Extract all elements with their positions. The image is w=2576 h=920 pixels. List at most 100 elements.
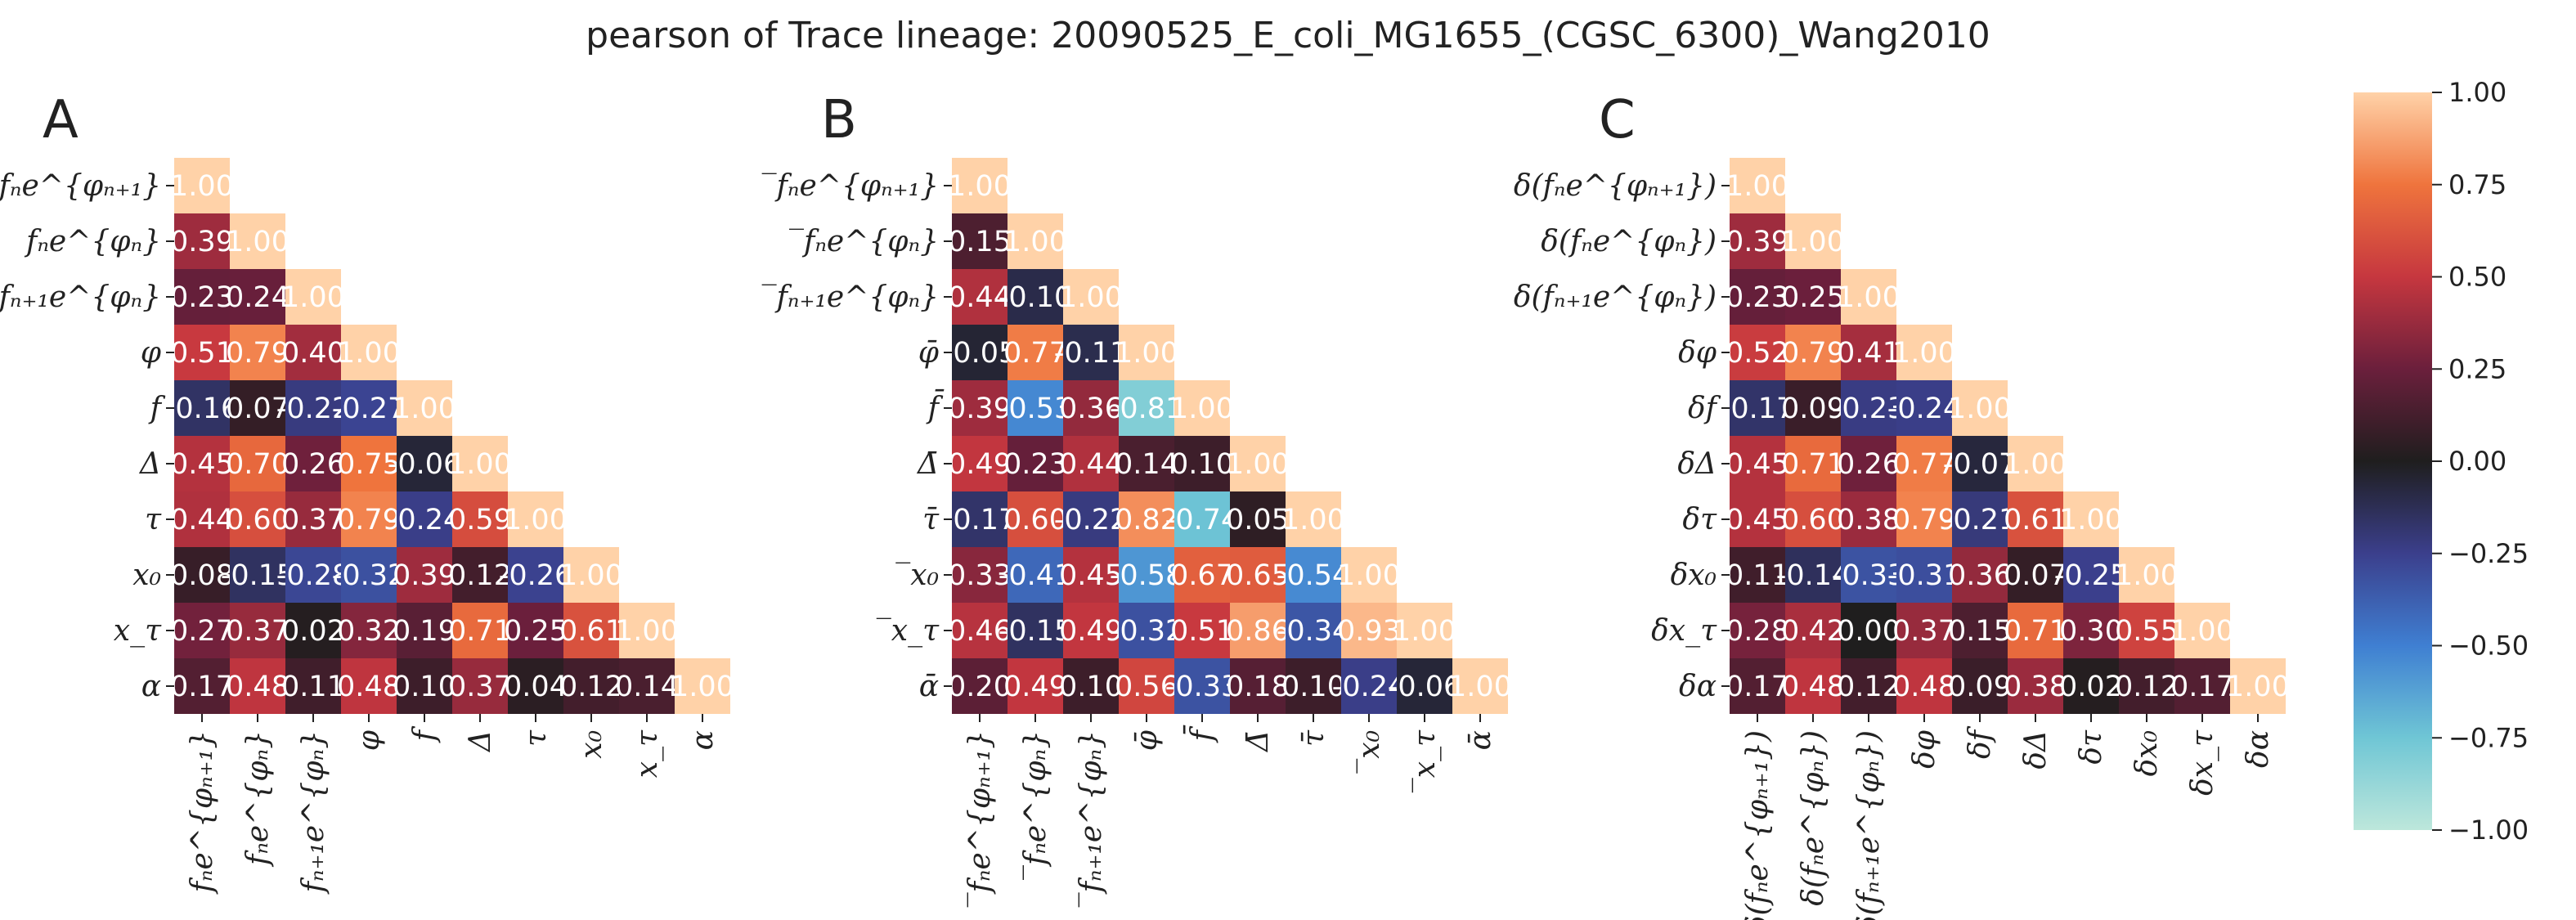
x-tick-label: δf xyxy=(1963,725,1997,759)
heatmap-cell xyxy=(174,658,230,714)
heatmap-cell xyxy=(1952,603,2008,658)
heatmap-cell xyxy=(675,658,730,714)
cell-value-label: 0.44 xyxy=(1059,448,1123,481)
cell-value-label: 0.11 xyxy=(281,671,345,703)
heatmap-cell xyxy=(952,491,1008,547)
x-tick-label: α xyxy=(686,730,720,750)
cell-value-label: 0.07 xyxy=(226,393,289,425)
heatmap-cell xyxy=(285,658,341,714)
heatmap-cell xyxy=(1896,603,1952,658)
heatmap-cell xyxy=(1896,380,1952,436)
panel-letter: A xyxy=(43,90,79,150)
cell-value-label: 0.93 xyxy=(1337,615,1401,648)
heatmap-cell xyxy=(1119,547,1174,603)
heatmap-cell xyxy=(397,380,452,436)
x-tick-label: τ xyxy=(519,729,553,747)
cell-value-label: 0.11 xyxy=(1726,559,1789,592)
heatmap-cell xyxy=(1785,547,1841,603)
cell-value-label: 0.44 xyxy=(948,281,1012,314)
y-tick-label: fₙ₊₁e^{φₙ} xyxy=(0,280,161,314)
x-tick-label: δx₀ xyxy=(2130,730,2164,776)
heatmap-cell xyxy=(1730,380,1785,436)
heatmap-cell xyxy=(952,436,1008,491)
heatmap-cell xyxy=(1896,436,1952,491)
heatmap-cell xyxy=(1785,380,1841,436)
heatmap-cell xyxy=(452,658,508,714)
heatmap-cell xyxy=(1174,658,1230,714)
heatmap-cell xyxy=(2063,491,2119,547)
heatmap-cell xyxy=(397,491,452,547)
heatmap-cell xyxy=(2063,603,2119,658)
y-tick-label: ‾fₙe^{φₙ} xyxy=(789,225,939,258)
heatmap-cell xyxy=(1730,325,1785,380)
cell-value-label: -0.17 xyxy=(1721,393,1795,425)
x-tick-label: δφ xyxy=(1908,729,1941,769)
cell-value-label: 0.49 xyxy=(1059,615,1123,648)
x-tick-label: Δ xyxy=(464,730,497,753)
heatmap-cell xyxy=(952,325,1008,380)
cell-value-label: 0.37 xyxy=(1892,615,1956,648)
y-tick-label: f xyxy=(148,392,166,425)
heatmap-cell xyxy=(452,491,508,547)
cell-value-label: 0.67 xyxy=(1170,559,1234,592)
cell-value-label: 0.60 xyxy=(226,504,289,536)
cell-value-label: 0.15 xyxy=(948,226,1012,258)
heatmap-cell xyxy=(1119,491,1174,547)
cell-value-label: 1.00 xyxy=(337,337,401,370)
heatmap-cell xyxy=(1008,547,1063,603)
heatmap-cell xyxy=(619,658,675,714)
heatmap-cell xyxy=(2008,436,2063,491)
heatmap-cell xyxy=(1230,436,1286,491)
heatmap-cell xyxy=(1952,491,2008,547)
x-tick-label: x_τ xyxy=(631,729,664,778)
cell-value-label: -0.07 xyxy=(1943,448,2017,481)
cell-value-label: -0.74 xyxy=(1165,504,1240,536)
cell-value-label: 0.18 xyxy=(1226,671,1290,703)
heatmap-cell xyxy=(2008,658,2063,714)
heatmap-cell xyxy=(508,658,563,714)
heatmap-cell xyxy=(174,491,230,547)
heatmap-cell xyxy=(1063,603,1119,658)
cell-value-label: 0.36 xyxy=(1059,393,1123,425)
heatmap-cell xyxy=(174,213,230,269)
heatmap-cell xyxy=(1785,269,1841,325)
cell-value-label: -0.32 xyxy=(332,559,406,592)
heatmap-cell xyxy=(1841,491,1896,547)
cell-value-label: 0.32 xyxy=(337,615,401,648)
heatmap-cell xyxy=(1119,658,1174,714)
cell-value-label: 0.12 xyxy=(2115,671,2179,703)
heatmap-cell xyxy=(1397,658,1452,714)
cell-value-label: 0.55 xyxy=(2115,615,2179,648)
heatmap-cell xyxy=(341,380,397,436)
cell-value-label: 0.77 xyxy=(1892,448,1956,481)
y-tick-label: δΔ xyxy=(1677,447,1717,481)
cell-value-label: 0.30 xyxy=(2059,615,2123,648)
heatmap-cell xyxy=(285,603,341,658)
heatmap-cell xyxy=(1841,436,1896,491)
cell-value-label: -0.53 xyxy=(999,393,1073,425)
x-tick-label: ‾x_τ xyxy=(1408,729,1442,792)
heatmap-cell xyxy=(1063,547,1119,603)
x-tick-label: fₙe^{φₙ₊₁} xyxy=(186,730,219,895)
heatmap-cell xyxy=(1174,436,1230,491)
heatmap-cell xyxy=(1286,658,1341,714)
cell-value-label: 0.04 xyxy=(504,671,568,703)
cell-value-label: 1.00 xyxy=(1948,393,2012,425)
heatmap-cell xyxy=(1841,269,1896,325)
colorbar-tick-label: 0.00 xyxy=(2448,446,2506,477)
x-tick-label: ‾x₀ xyxy=(1353,730,1386,774)
cell-value-label: 1.00 xyxy=(448,448,512,481)
heatmap-cell xyxy=(952,547,1008,603)
cell-value-label: 0.17 xyxy=(1726,671,1789,703)
heatmap-cell xyxy=(563,547,619,603)
cell-value-label: 1.00 xyxy=(2004,448,2067,481)
cell-value-label: 1.00 xyxy=(1003,226,1067,258)
cell-value-label: 0.08 xyxy=(170,559,234,592)
y-tick-label: δf xyxy=(1688,392,1721,425)
x-tick-label: x₀ xyxy=(575,730,608,759)
cell-value-label: 0.12 xyxy=(448,559,512,592)
heatmap-cell xyxy=(174,325,230,380)
cell-value-label: 1.00 xyxy=(1337,559,1401,592)
cell-value-label: 0.79 xyxy=(337,504,401,536)
heatmap-cell xyxy=(1785,658,1841,714)
